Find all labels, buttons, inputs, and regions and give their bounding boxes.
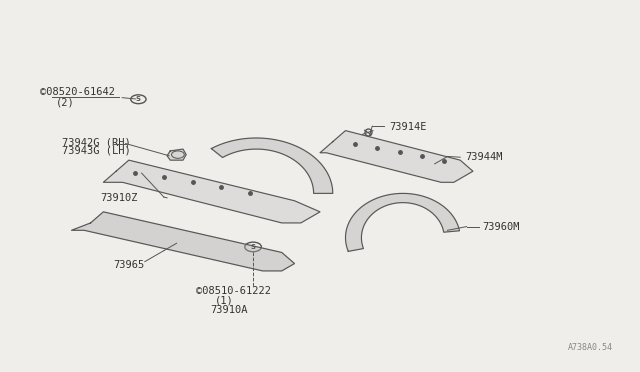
Polygon shape xyxy=(320,131,473,182)
Text: 73914E: 73914E xyxy=(389,122,426,132)
Text: 73910A: 73910A xyxy=(211,305,248,315)
Text: ©08520-61642: ©08520-61642 xyxy=(40,87,115,97)
Polygon shape xyxy=(103,160,320,223)
Text: 73943G (LH): 73943G (LH) xyxy=(62,146,131,156)
Text: S: S xyxy=(136,96,141,102)
Polygon shape xyxy=(167,149,186,160)
Text: (1): (1) xyxy=(215,295,234,305)
Text: 73960M: 73960M xyxy=(483,222,520,232)
Polygon shape xyxy=(211,138,333,193)
Text: 73965: 73965 xyxy=(113,260,144,270)
Text: 73944M: 73944M xyxy=(465,152,503,162)
Text: 73910Z: 73910Z xyxy=(100,193,138,203)
Text: A738A0.54: A738A0.54 xyxy=(568,343,613,352)
Polygon shape xyxy=(346,193,460,251)
Text: ©08510-61222: ©08510-61222 xyxy=(196,286,271,296)
Text: (2): (2) xyxy=(56,98,74,108)
Text: 73942G (RH): 73942G (RH) xyxy=(62,137,131,147)
Polygon shape xyxy=(72,212,294,271)
Text: S: S xyxy=(251,244,255,250)
